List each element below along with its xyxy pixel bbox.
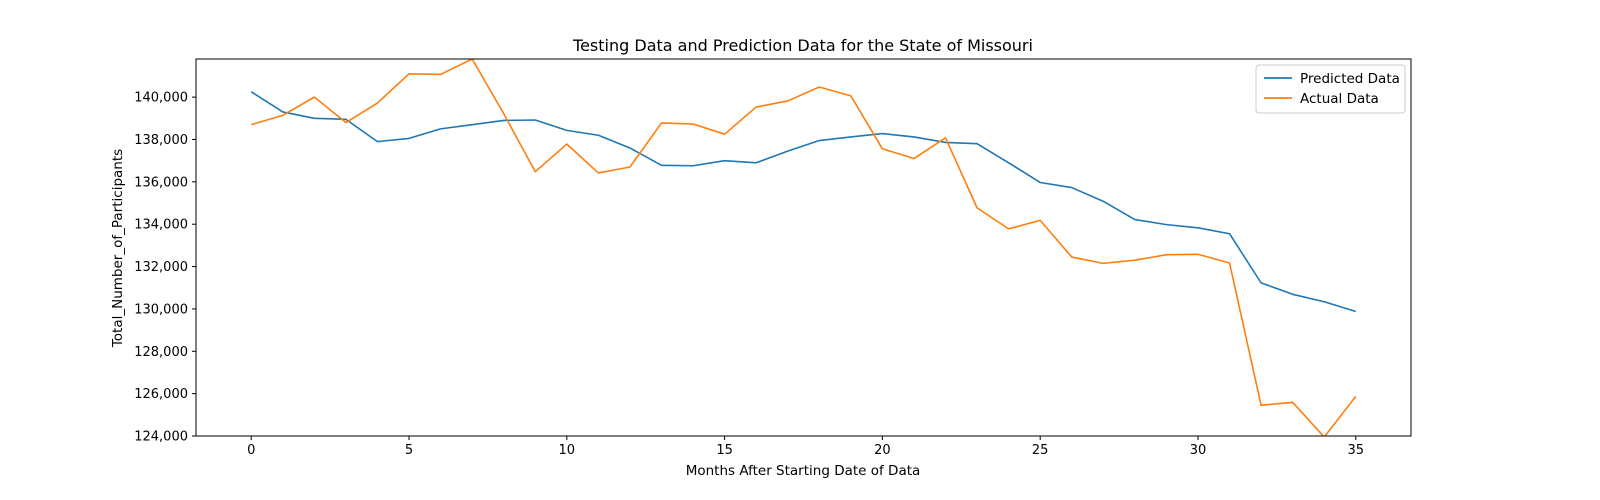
y-tick-label: 138,000 [134, 133, 188, 148]
y-tick-label: 130,000 [134, 302, 188, 317]
y-tick-label: 124,000 [134, 430, 188, 445]
legend-label: Predicted Data [1300, 71, 1400, 87]
y-tick-label: 136,000 [134, 175, 188, 190]
chart-title: Testing Data and Prediction Data for the… [572, 36, 1033, 55]
x-tick-label: 30 [1190, 443, 1207, 458]
ticks-layer: 0 5 10 15 20 25 30 35 124,000 126,000 128,000 130,0… [134, 91, 1364, 458]
series-layer [250, 59, 1357, 436]
y-tick-label: 132,000 [134, 260, 188, 275]
x-tick-label: 10 [559, 443, 576, 458]
series-line-actual [251, 59, 1357, 436]
series-line-predicted [250, 91, 1357, 313]
y-tick-label: 140,000 [134, 91, 188, 106]
y-tick-label: 134,000 [134, 218, 188, 233]
legend-box [1255, 64, 1406, 114]
x-tick-label: 20 [874, 443, 891, 458]
y-tick-label: 126,000 [134, 387, 188, 402]
y-axis-label: Total_Number_of_Participants [110, 149, 126, 348]
x-tick-label: 15 [716, 443, 733, 458]
legend-label: Actual Data [1300, 91, 1379, 107]
x-axis-label: Months After Starting Date of Data [686, 463, 921, 479]
legend: Predicted Data Actual Data [1255, 64, 1406, 114]
x-tick-label: 0 [247, 443, 255, 458]
x-tick-label: 35 [1347, 443, 1364, 458]
x-tick-label: 25 [1032, 443, 1049, 458]
x-tick-label: 5 [405, 443, 413, 458]
plot-frame [195, 58, 1412, 437]
y-tick-label: 128,000 [134, 345, 188, 360]
